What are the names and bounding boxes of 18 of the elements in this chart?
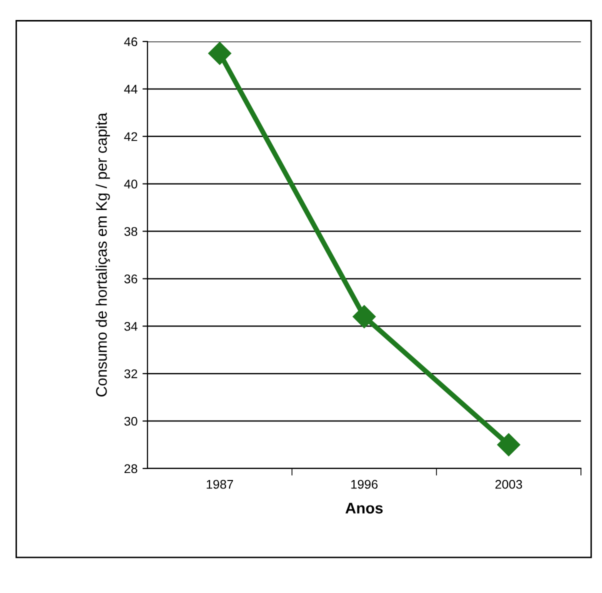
x-tick-label: 1987 [206, 480, 234, 489]
y-tick-label: 36 [124, 274, 138, 284]
y-tick-label: 46 [124, 37, 138, 46]
point [208, 42, 232, 65]
y-axis-title: Consumo de hortaliças em Kg / per capita [96, 112, 110, 396]
y-tick-label: 40 [124, 180, 138, 188]
point [497, 433, 520, 456]
x-axis-title: Anos [345, 502, 383, 514]
y-tick-label: 44 [124, 84, 138, 94]
y-tick-label: 42 [124, 132, 138, 141]
y-tick-label: 34 [124, 322, 138, 331]
y-tick-label: 32 [124, 369, 138, 378]
point [352, 305, 376, 328]
y-tick-label: 28 [124, 464, 138, 474]
x-tick-label: 2003 [495, 480, 522, 489]
x-tick-label: 1996 [351, 480, 378, 489]
y-tick-label: 38 [124, 227, 138, 236]
y-tick-label: 30 [124, 416, 138, 426]
